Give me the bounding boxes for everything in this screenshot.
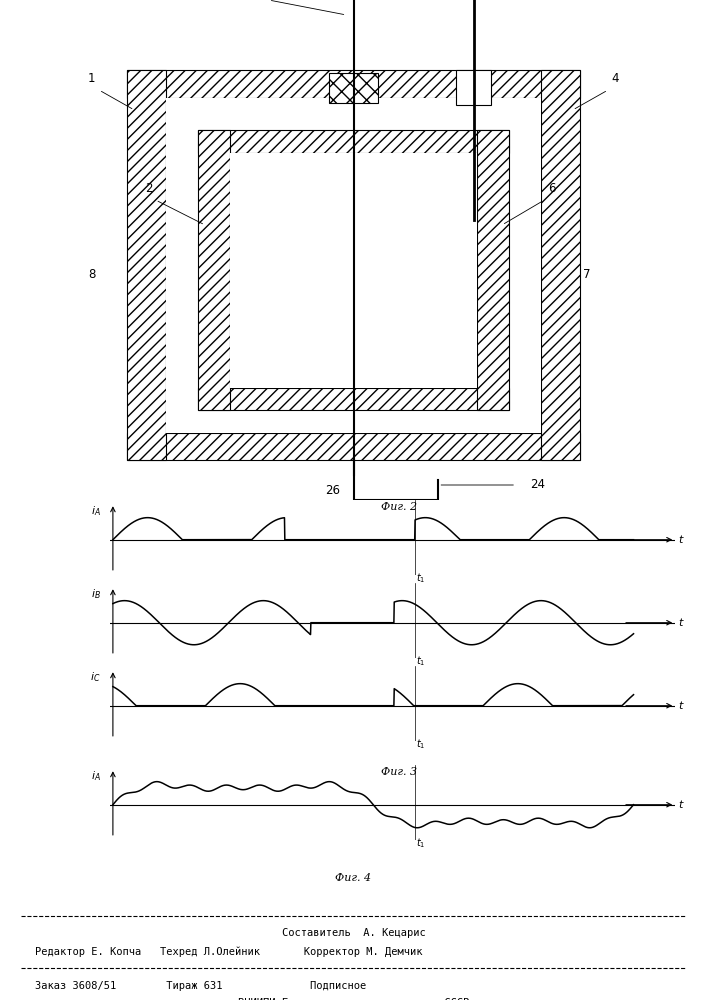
Text: $t_1$: $t_1$: [416, 572, 426, 585]
Bar: [198, 387, 509, 410]
Bar: [329, 73, 378, 103]
Bar: [166, 98, 541, 432]
Text: Фиг. 3: Фиг. 3: [381, 767, 417, 777]
Text: 8: 8: [88, 268, 95, 282]
Bar: [198, 130, 230, 410]
Bar: [230, 152, 477, 387]
Text: $t$: $t$: [679, 616, 685, 628]
Text: $i_A$: $i_A$: [91, 769, 101, 783]
Text: 24: 24: [530, 479, 545, 491]
Text: 1: 1: [88, 72, 95, 85]
Text: Составитель  А. Кецарис: Составитель А. Кецарис: [281, 928, 426, 938]
Text: Редактор Е. Копча   Техред Л.Олейник       Корректор М. Демчик: Редактор Е. Копча Техред Л.Олейник Корре…: [35, 946, 423, 957]
Text: $t_1$: $t_1$: [416, 738, 426, 751]
Text: $t_1$: $t_1$: [416, 655, 426, 668]
Text: $t_1$: $t_1$: [416, 837, 426, 850]
Text: 6: 6: [548, 182, 555, 195]
Text: Фиг. 2: Фиг. 2: [381, 502, 417, 512]
Text: $t$: $t$: [679, 798, 685, 810]
Text: 7: 7: [583, 268, 590, 282]
Text: Фиг. 4: Фиг. 4: [335, 873, 372, 883]
Bar: [127, 70, 166, 460]
Text: $t$: $t$: [679, 533, 685, 545]
Text: 26: 26: [325, 485, 340, 497]
Text: $i_C$: $i_C$: [90, 670, 101, 684]
Text: $i_A$: $i_A$: [91, 504, 101, 518]
Text: 2: 2: [145, 182, 152, 195]
Bar: [541, 70, 580, 460]
Text: $i_B$: $i_B$: [91, 587, 101, 601]
Bar: [127, 70, 580, 98]
Text: Заказ 3608/51        Тираж 631              Подписное: Заказ 3608/51 Тираж 631 Подписное: [35, 981, 367, 991]
Bar: [127, 432, 580, 460]
Bar: [198, 130, 509, 152]
Bar: [456, 70, 491, 105]
Bar: [477, 130, 509, 410]
Text: $t$: $t$: [679, 699, 685, 711]
Text: 4: 4: [612, 72, 619, 85]
Text: ВНИИПИ Государственного комитета СССР: ВНИИПИ Государственного комитета СССР: [238, 998, 469, 1000]
